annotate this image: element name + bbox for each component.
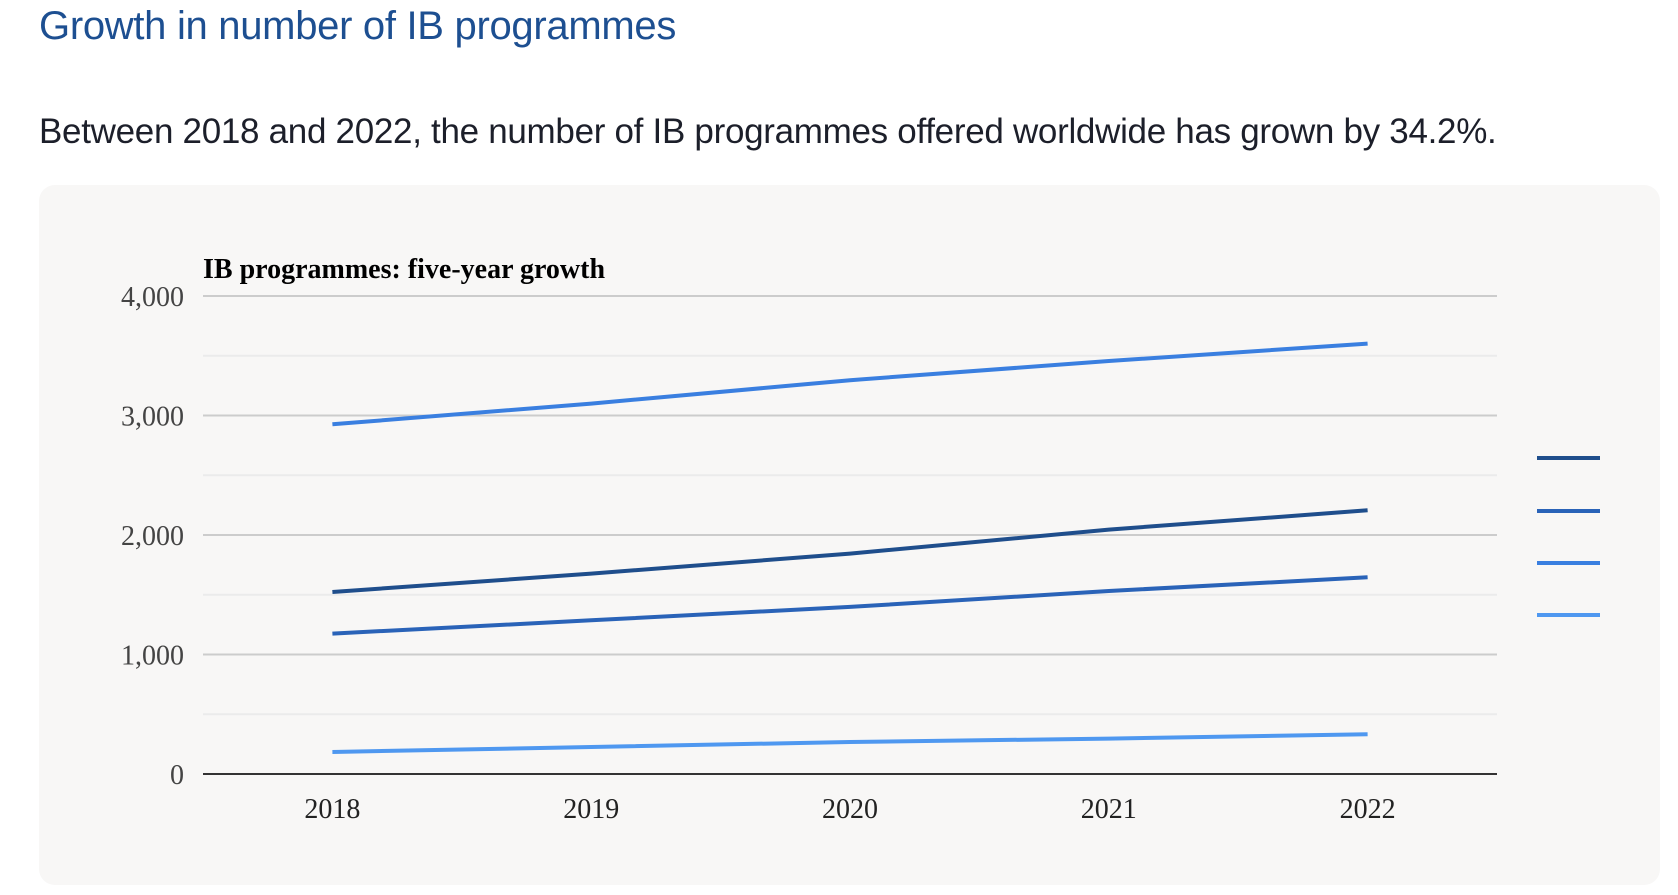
y-tick-label: 4,000: [121, 282, 184, 313]
data-point[interactable]: [1367, 510, 1368, 511]
data-point[interactable]: [1108, 738, 1109, 739]
gridlines: [203, 295, 1497, 775]
series-line-1[interactable]: [332, 575, 1368, 636]
data-point[interactable]: [591, 573, 592, 574]
y-tick-label: 1,000: [121, 641, 184, 672]
page-lede: Between 2018 and 2022, the number of IB …: [39, 112, 1497, 151]
data-point[interactable]: [850, 606, 851, 607]
x-axis: 2018 2019 2020 2021 2022: [304, 794, 1395, 825]
data-point[interactable]: [850, 553, 851, 554]
series-line-3[interactable]: [332, 732, 1368, 754]
x-tick-label: 2021: [1081, 794, 1137, 825]
data-point[interactable]: [591, 403, 592, 404]
data-point[interactable]: [1367, 577, 1368, 578]
y-axis: 0 1,000 2,000 3,000 4,000: [121, 282, 184, 791]
data-point[interactable]: [1108, 529, 1109, 530]
data-point[interactable]: [1367, 734, 1368, 735]
page-heading: Growth in number of IB programmes: [39, 4, 677, 48]
data-point[interactable]: [850, 741, 851, 742]
data-point[interactable]: [332, 424, 333, 425]
x-tick-label: 2020: [822, 794, 878, 825]
chart-title: IB programmes: five-year growth: [203, 254, 605, 285]
data-point[interactable]: [850, 380, 851, 381]
data-point[interactable]: [591, 746, 592, 747]
y-tick-label: 3,000: [121, 402, 184, 433]
series-line-2[interactable]: [332, 341, 1368, 427]
data-point[interactable]: [332, 633, 333, 634]
x-tick-label: 2022: [1340, 794, 1396, 825]
series-line-0[interactable]: [332, 508, 1368, 594]
data-point[interactable]: [332, 752, 333, 753]
data-point[interactable]: [1108, 591, 1109, 592]
legend[interactable]: [1537, 456, 1600, 617]
data-point[interactable]: [1108, 361, 1109, 362]
x-tick-label: 2019: [563, 794, 619, 825]
series-lines: [332, 341, 1368, 754]
x-tick-label: 2018: [304, 794, 360, 825]
data-point[interactable]: [591, 620, 592, 621]
data-point[interactable]: [332, 592, 333, 593]
data-point[interactable]: [1367, 343, 1368, 344]
y-tick-label: 0: [170, 760, 184, 791]
y-tick-label: 2,000: [121, 521, 184, 552]
